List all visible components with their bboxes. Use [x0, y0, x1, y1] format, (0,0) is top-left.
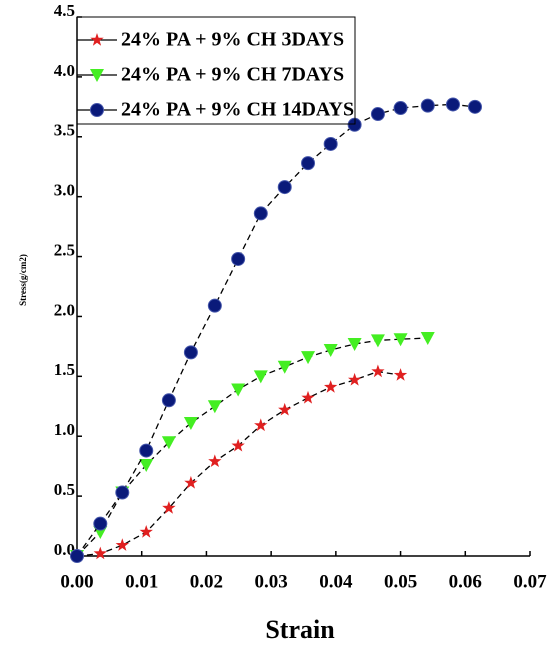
marker	[162, 501, 176, 514]
x-tick-label: 0.01	[125, 571, 158, 592]
y-tick-label: 1.5	[54, 360, 75, 379]
y-tick-label: 0.5	[54, 480, 75, 499]
legend-label: 24% PA + 9% CH 7DAYS	[121, 64, 344, 86]
y-tick-label: 2.5	[54, 240, 75, 259]
legend-marker	[90, 33, 104, 46]
marker	[370, 334, 385, 348]
marker	[445, 97, 460, 112]
marker	[277, 180, 292, 195]
y-axis-label: Stress(g/cm2)	[18, 254, 28, 306]
marker	[139, 525, 153, 538]
marker	[184, 475, 198, 489]
legend-label: 24% PA + 9% CH 3DAYS	[121, 29, 344, 51]
marker	[393, 368, 408, 381]
marker	[370, 107, 385, 122]
x-tick-label: 0.07	[513, 571, 547, 592]
series-line	[76, 370, 401, 557]
marker	[301, 351, 316, 365]
marker	[301, 390, 315, 404]
marker	[139, 458, 154, 472]
marker	[231, 251, 246, 266]
marker	[393, 333, 408, 347]
marker	[323, 136, 338, 151]
series-line	[76, 103, 476, 557]
marker	[420, 98, 435, 113]
marker	[231, 438, 245, 452]
marker	[208, 454, 222, 467]
marker	[115, 538, 129, 551]
marker	[420, 332, 435, 346]
y-tick-label: 2.0	[54, 300, 75, 319]
marker	[323, 343, 338, 357]
marker	[348, 372, 362, 386]
y-tick-label: 3.5	[54, 121, 75, 140]
marker	[70, 549, 84, 563]
legend-label: 24% PA + 9% CH 14DAYS	[121, 99, 354, 121]
marker	[207, 400, 222, 414]
x-tick-label: 0.05	[384, 571, 417, 592]
marker	[253, 206, 268, 221]
x-tick-label: 0.04	[319, 571, 353, 592]
marker	[139, 443, 154, 458]
x-tick-label: 0.00	[60, 571, 93, 592]
y-tick-label: 4.0	[54, 61, 75, 80]
legend-marker	[90, 69, 104, 82]
y-tick-label: 4.5	[54, 1, 75, 20]
marker	[93, 516, 108, 531]
marker	[161, 393, 176, 408]
marker	[183, 417, 198, 431]
series-line	[76, 337, 428, 557]
marker	[277, 360, 292, 374]
x-tick-label: 0.02	[190, 571, 223, 592]
x-axis-label: Strain	[265, 615, 335, 644]
marker	[231, 383, 246, 397]
marker	[254, 418, 268, 432]
y-tick-label: 3.0	[54, 181, 75, 200]
marker	[347, 337, 362, 351]
marker	[183, 345, 198, 360]
y-tick-label: 0.0	[54, 540, 75, 559]
marker	[161, 436, 176, 450]
marker	[207, 298, 222, 313]
marker	[278, 402, 292, 416]
marker	[93, 546, 107, 560]
marker	[301, 156, 316, 171]
marker	[371, 364, 385, 378]
marker	[324, 380, 338, 393]
legend-marker	[90, 103, 104, 117]
x-tick-label: 0.03	[255, 571, 288, 592]
legend-box	[76, 16, 356, 125]
marker	[393, 101, 408, 116]
y-tick-label: 1.0	[54, 420, 75, 439]
marker	[115, 485, 130, 500]
marker	[467, 99, 482, 114]
x-tick-label: 0.06	[449, 571, 482, 592]
marker	[253, 370, 268, 384]
